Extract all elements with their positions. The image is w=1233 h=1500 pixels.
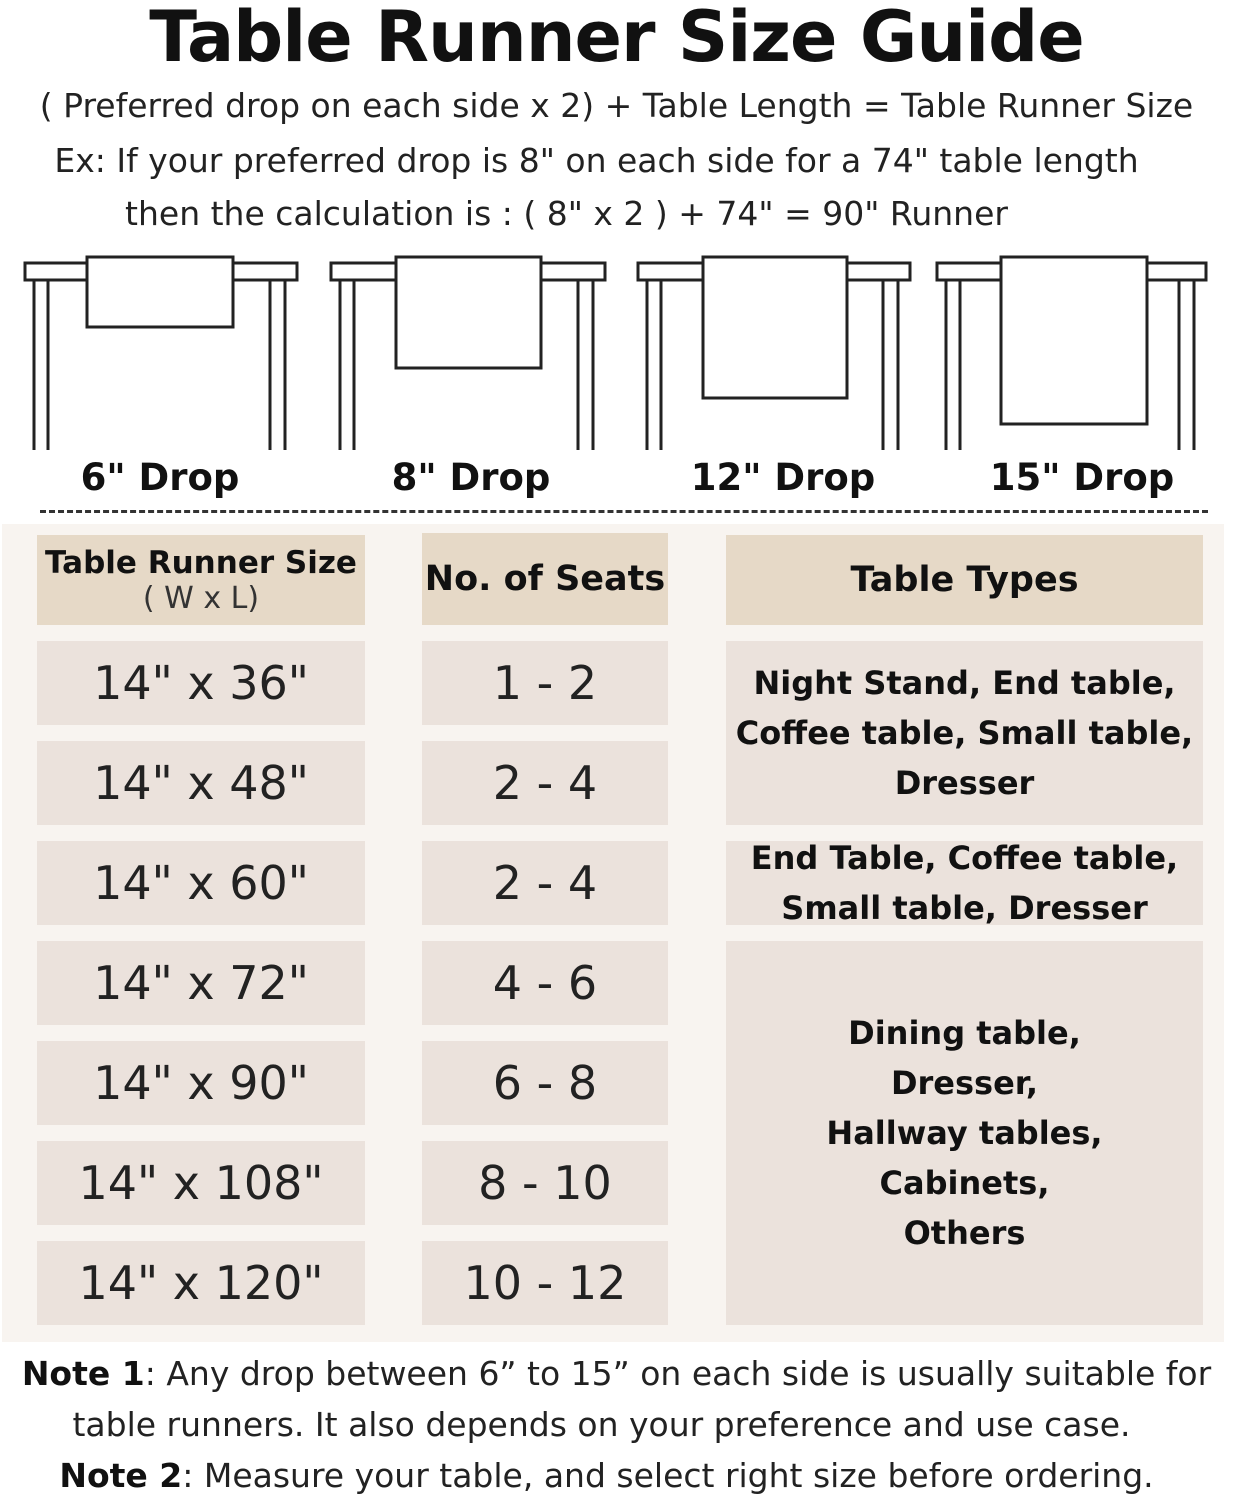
note-1-label: Note 1 bbox=[21, 1354, 145, 1393]
header-size-label: Table Runner Size bbox=[45, 544, 357, 581]
size-cell: 14" x 36" bbox=[37, 641, 365, 725]
seats-cell: 1 - 2 bbox=[422, 641, 668, 725]
size-cell: 14" x 108" bbox=[37, 1141, 365, 1225]
seats-cell: 2 - 4 bbox=[422, 741, 668, 825]
example-line-1: Ex: If your preferred drop is 8" on each… bbox=[54, 141, 1139, 180]
divider bbox=[40, 510, 1208, 513]
header-size: Table Runner Size ( W x L) bbox=[37, 535, 365, 625]
runner-drop bbox=[999, 255, 1149, 426]
table-illustration bbox=[23, 255, 299, 450]
types-cell-small: Night Stand, End table, Coffee table, Sm… bbox=[726, 641, 1203, 825]
runner-drop bbox=[701, 255, 849, 400]
note-2-text: : Measure your table, and select right s… bbox=[182, 1456, 1154, 1495]
drop-label-6: 6" Drop bbox=[80, 456, 240, 499]
table-illustration bbox=[636, 255, 912, 450]
note-1: Note 1: Any drop between 6” to 15” on ea… bbox=[0, 1354, 1233, 1393]
note-1-cont: table runners. It also depends on your p… bbox=[72, 1405, 1131, 1444]
example-line-2: then the calculation is : ( 8" x 2 ) + 7… bbox=[125, 194, 1008, 233]
seats-cell: 6 - 8 bbox=[422, 1041, 668, 1125]
note-2-label: Note 2 bbox=[59, 1456, 183, 1495]
drop-label-12: 12" Drop bbox=[690, 456, 876, 499]
seats-cell: 10 - 12 bbox=[422, 1241, 668, 1325]
size-cell: 14" x 48" bbox=[37, 741, 365, 825]
types-cell-medium: End Table, Coffee table, Small table, Dr… bbox=[726, 839, 1203, 927]
drop-illustrations bbox=[23, 255, 1208, 450]
header-size-sub: ( W x L) bbox=[142, 580, 260, 616]
page-title: Table Runner Size Guide bbox=[149, 0, 1085, 78]
drop-label-15: 15" Drop bbox=[989, 456, 1175, 499]
seats-cell: 8 - 10 bbox=[422, 1141, 668, 1225]
size-cell: 14" x 120" bbox=[37, 1241, 365, 1325]
runner-drop bbox=[85, 255, 235, 329]
seats-cell: 2 - 4 bbox=[422, 841, 668, 925]
note-1-text: : Any drop between 6” to 15” on each sid… bbox=[144, 1354, 1212, 1393]
table-illustration bbox=[329, 255, 607, 450]
table-illustration bbox=[935, 255, 1208, 450]
size-cell: 14" x 60" bbox=[37, 841, 365, 925]
runner-drop bbox=[394, 255, 543, 370]
header-types: Table Types bbox=[726, 535, 1203, 625]
formula-text: ( Preferred drop on each side x 2) + Tab… bbox=[39, 86, 1194, 125]
types-cell-large: Dining table, Dresser, Hallway tables, C… bbox=[726, 941, 1203, 1325]
header-seats: No. of Seats bbox=[422, 533, 668, 625]
seats-cell: 4 - 6 bbox=[422, 941, 668, 1025]
size-cell: 14" x 90" bbox=[37, 1041, 365, 1125]
drop-label-8: 8" Drop bbox=[391, 456, 551, 499]
note-2: Note 2: Measure your table, and select r… bbox=[0, 1456, 1223, 1495]
size-cell: 14" x 72" bbox=[37, 941, 365, 1025]
